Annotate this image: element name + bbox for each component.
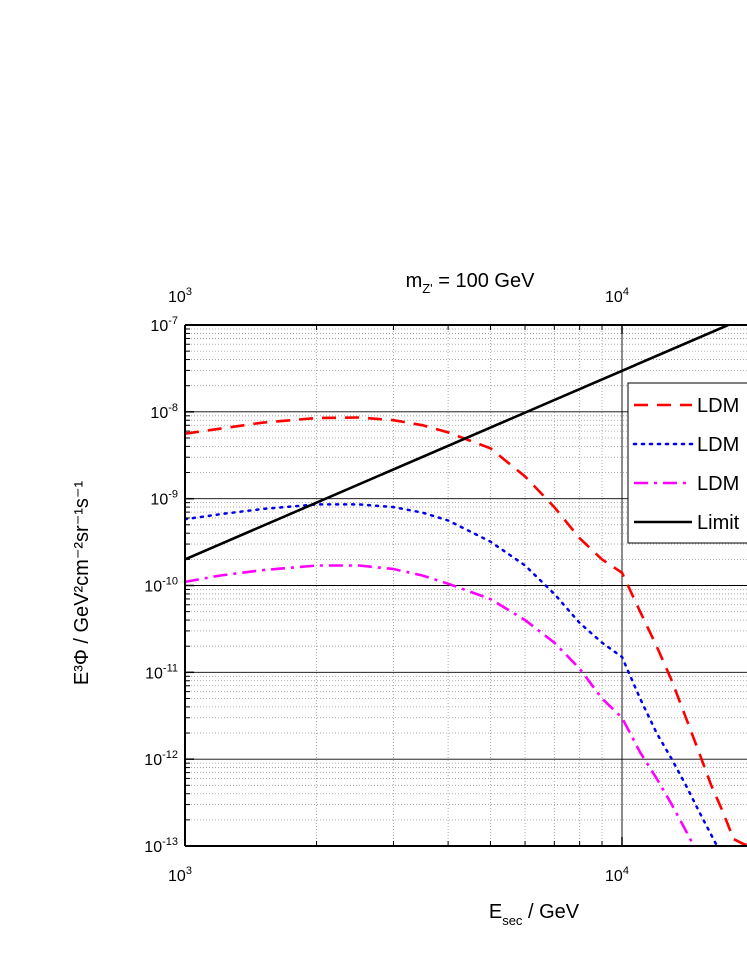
x-bottom-tick-label: 104 — [605, 865, 629, 885]
y-tick-label: 10-10 — [144, 576, 178, 596]
y-tick-label: 10-11 — [145, 662, 178, 682]
series-layer — [185, 325, 747, 846]
y-tick-label: 10-7 — [150, 315, 178, 335]
ticks — [184, 324, 623, 847]
x-top-tick-label: 103 — [168, 286, 192, 306]
x-axis-label: Esec / GeV — [489, 901, 580, 928]
legend-box — [627, 382, 747, 544]
chart-title: mZ' = 100 GeV — [406, 270, 536, 296]
y-axis-label: E³Φ / GeV²cm⁻²sr⁻¹s⁻¹ — [71, 481, 93, 686]
legend: LDM LDM LDM Limit — [627, 382, 747, 544]
legend-label-1: LDM — [697, 395, 739, 417]
legend-label-4: Limit — [697, 512, 740, 534]
x-bottom-tick-label: 103 — [168, 865, 192, 885]
tick-labels: 10-7 10-8 10-9 10-10 10-11 10-12 10-13 103 103 10… — [144, 286, 629, 885]
legend-label-3: LDM — [697, 473, 739, 495]
series-line-1 — [185, 416, 747, 846]
y-tick-label: 10-13 — [144, 836, 178, 856]
series-line-3 — [185, 564, 695, 846]
y-tick-label: 10-9 — [150, 489, 178, 509]
y-tick-label: 10-12 — [144, 749, 178, 769]
legend-label-2: LDM — [697, 434, 739, 456]
y-tick-label: 10-8 — [150, 402, 178, 422]
series-line-2 — [185, 503, 719, 846]
x-top-tick-label: 104 — [605, 286, 629, 306]
series-line-4 — [185, 325, 729, 561]
